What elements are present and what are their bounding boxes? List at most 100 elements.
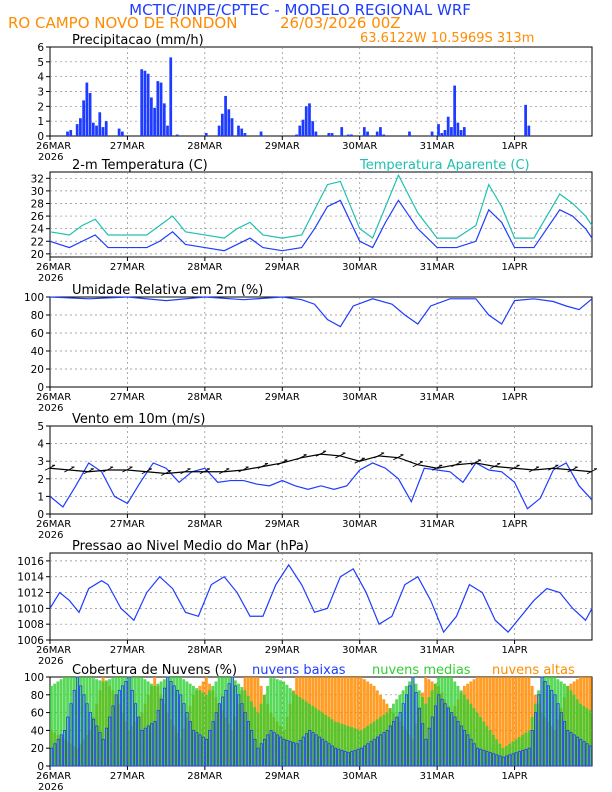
cloud-bar-nuvens-baixas [543, 681, 547, 767]
cloud-bar-nuvens-baixas [398, 712, 402, 767]
cloud-bar-nuvens-baixas [111, 705, 115, 767]
cloud-bar-nuvens-medias [356, 729, 360, 766]
cloud-bar-nuvens-baixas [269, 730, 273, 767]
wind-arrow [586, 468, 598, 475]
cloud-bar-nuvens-baixas [366, 743, 370, 767]
cloud-bar-nuvens-medias [201, 692, 205, 766]
cloud-bar-nuvens-baixas [463, 730, 467, 767]
cloud-bar-nuvens-baixas [198, 734, 202, 767]
cloud-bar-nuvens-medias [230, 677, 234, 766]
cloud-bar-nuvens-baixas [140, 730, 144, 767]
cloud-bar-nuvens-medias [537, 690, 541, 766]
cloud-bar-nuvens-altas [353, 677, 357, 766]
cloud-bar-nuvens-baixas [527, 747, 531, 767]
cloud-bar-nuvens-baixas [388, 725, 392, 767]
cloud-bar-nuvens-medias [382, 714, 386, 766]
cloud-bar-nuvens-medias [446, 677, 450, 766]
cloud-bar-nuvens-medias [369, 723, 373, 766]
cloud-bar-nuvens-baixas [440, 698, 444, 767]
cloud-bar-nuvens-baixas [508, 754, 512, 767]
cloud-bar-nuvens-medias [588, 710, 592, 766]
precip-bar [298, 125, 302, 136]
cloud-bar-nuvens-medias [182, 679, 186, 766]
cloud-bar-nuvens-baixas [588, 745, 592, 767]
cloud-bar-nuvens-medias [343, 724, 347, 766]
wind-arrow [160, 470, 172, 476]
cloud-bar-nuvens-baixas [88, 712, 92, 767]
x-tick-label: 26MAR [36, 645, 71, 656]
precip-bar [327, 133, 331, 136]
y-tick-label: 4 [37, 72, 44, 84]
cloud-bar-nuvens-medias [95, 679, 99, 766]
cloud-bar-nuvens-baixas [117, 689, 121, 767]
cloud-bar-nuvens-altas [524, 677, 528, 766]
cloud-bar-nuvens-baixas [82, 694, 86, 767]
x-tick-label: 30MAR [342, 645, 377, 656]
cloud-bar-nuvens-baixas [553, 694, 557, 767]
wind-arrow [122, 466, 133, 473]
y-tick-label: 20 [31, 249, 44, 261]
cloud-bar-nuvens-medias [585, 708, 589, 766]
precip-bar [230, 118, 234, 136]
legend-apparent-temp: Temperatura Aparente (C) [359, 158, 530, 173]
x-year-label: 2026 [38, 273, 63, 284]
cloud-bar-nuvens-medias [543, 677, 547, 766]
precip-bar [91, 122, 95, 136]
cloud-bar-nuvens-altas [498, 677, 502, 766]
cloud-bar-nuvens-baixas [556, 703, 560, 767]
cloud-bar-nuvens-baixas [443, 703, 447, 767]
cloud-bar-nuvens-baixas [292, 742, 296, 767]
cloud-bar-nuvens-medias [466, 699, 470, 766]
precip-bar [375, 131, 379, 136]
panel-pressure [46, 552, 593, 644]
line-Umidade-Relativa [49, 296, 593, 328]
cloud-bar-nuvens-medias [88, 677, 92, 766]
cloud-bar-nuvens-medias [459, 690, 463, 766]
cloud-bar-nuvens-baixas [169, 681, 173, 767]
precip-bar [524, 104, 527, 136]
y-tick-label: 40 [31, 725, 44, 737]
cloud-bar-nuvens-medias [559, 681, 563, 766]
x-year-label: 2026 [38, 530, 63, 541]
x-tick-label: 28MAR [187, 141, 222, 152]
cloud-bar-nuvens-medias [282, 681, 286, 766]
x-tick-label: 31MAR [420, 141, 455, 152]
cloud-bar-nuvens-baixas [417, 707, 421, 767]
panel-wind [44, 425, 598, 518]
y-tick-label: 80 [31, 690, 44, 702]
cloud-bar-nuvens-baixas [392, 721, 396, 767]
cloud-bar-nuvens-medias [353, 728, 357, 766]
cloud-bar-nuvens-baixas [230, 676, 234, 767]
cloud-bar-nuvens-medias [414, 683, 418, 766]
wind-arrow [257, 463, 269, 469]
cloud-bar-nuvens-baixas [85, 703, 89, 767]
cloud-bar-nuvens-baixas [185, 712, 189, 767]
cloud-bar-nuvens-baixas [579, 738, 583, 767]
cloud-bar-nuvens-medias [214, 681, 218, 766]
cloud-bar-nuvens-baixas [127, 676, 131, 767]
precip-bar [120, 131, 124, 136]
y-tick-label: 20 [31, 743, 44, 755]
precip-bar [308, 103, 311, 136]
cloud-bar-nuvens-baixas [346, 752, 350, 767]
precip-bar [117, 128, 121, 136]
wind-arrow [277, 459, 288, 466]
cloud-bar-nuvens-medias [285, 684, 289, 766]
cloud-bar-nuvens-medias [130, 677, 134, 766]
cloud-bar-nuvens-baixas [521, 750, 525, 767]
y-tick-label: 1 [37, 491, 44, 503]
cloud-bar-nuvens-medias [72, 677, 76, 766]
cloud-bar-nuvens-medias [337, 722, 341, 766]
precip-bar [156, 81, 160, 136]
cloud-bar-nuvens-baixas [66, 716, 70, 767]
precip-bar [382, 134, 386, 136]
cloud-bar-nuvens-baixas [221, 696, 225, 767]
cloud-bar-nuvens-baixas [214, 712, 218, 767]
cloud-bar-nuvens-medias [582, 705, 586, 766]
cloud-bar-nuvens-medias [69, 677, 73, 766]
cloud-bar-nuvens-medias [388, 708, 392, 766]
cloud-bar-nuvens-baixas [404, 694, 409, 767]
precip-bar [446, 116, 450, 136]
cloud-bar-nuvens-baixas [295, 743, 299, 767]
